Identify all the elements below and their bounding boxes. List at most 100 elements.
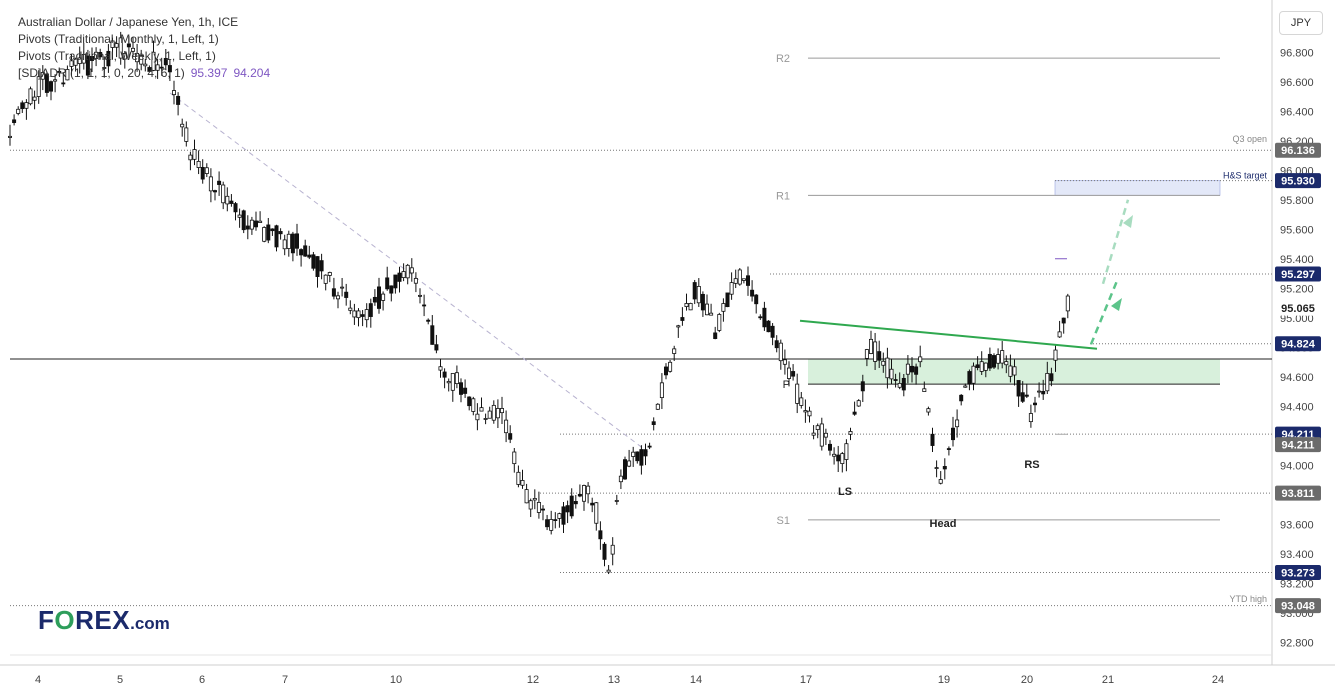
candle-body bbox=[541, 508, 546, 511]
candle-body bbox=[290, 233, 295, 254]
x-tick-label: 19 bbox=[938, 674, 950, 686]
candle-body bbox=[955, 419, 960, 428]
adr-value-1: 95.397 bbox=[190, 66, 228, 80]
candle-body bbox=[618, 475, 623, 483]
candle-body bbox=[512, 451, 517, 465]
pivots-monthly-label: Pivots (Traditional, Monthly, 1, Left, 1… bbox=[18, 32, 219, 46]
candle-body bbox=[253, 220, 258, 228]
candle-body bbox=[926, 408, 931, 413]
y-tick-label: 93.600 bbox=[1280, 519, 1314, 531]
candle-body bbox=[577, 493, 582, 497]
candle-body bbox=[274, 225, 279, 248]
candle-body bbox=[434, 344, 439, 351]
y-tick-label: 95.800 bbox=[1280, 195, 1314, 207]
candle-body bbox=[627, 460, 632, 467]
candle-body bbox=[53, 79, 58, 82]
candle-body bbox=[832, 453, 837, 457]
candle-body bbox=[987, 353, 992, 369]
price-badge bbox=[1275, 598, 1321, 614]
candle-body bbox=[946, 448, 951, 450]
candle-body bbox=[294, 233, 299, 249]
candle-body bbox=[495, 408, 500, 419]
candle-body bbox=[889, 368, 894, 380]
candle-body bbox=[16, 108, 21, 114]
candle-body bbox=[1016, 380, 1021, 397]
candle-body bbox=[828, 443, 833, 451]
candle-body bbox=[848, 431, 853, 435]
y-tick-label: 93.400 bbox=[1280, 549, 1314, 561]
candle-body bbox=[647, 445, 652, 448]
candle-body bbox=[856, 400, 861, 407]
candle-body bbox=[94, 51, 99, 59]
candle-body bbox=[1045, 373, 1050, 392]
candle-body bbox=[28, 88, 33, 105]
candle-body bbox=[61, 82, 66, 85]
candle-body bbox=[192, 149, 197, 160]
candle-body bbox=[844, 443, 849, 460]
candle-body bbox=[951, 427, 956, 441]
y-tick-label: 94.600 bbox=[1280, 372, 1314, 384]
candle-body bbox=[1033, 402, 1038, 406]
y-tick-label: 94.000 bbox=[1280, 460, 1314, 472]
candle-body bbox=[942, 466, 947, 470]
candle-body bbox=[643, 449, 648, 457]
projection-arrowhead-1 bbox=[1111, 298, 1122, 311]
candle-body bbox=[996, 354, 1001, 364]
candle-body bbox=[167, 65, 172, 73]
candle-body bbox=[557, 513, 562, 519]
candle-body bbox=[791, 371, 796, 377]
candle-body bbox=[303, 245, 308, 257]
price-badge-text: 93.048 bbox=[1281, 601, 1315, 613]
candle-body bbox=[323, 274, 328, 284]
currency-button[interactable]: JPY bbox=[1279, 11, 1323, 35]
candle-body bbox=[139, 55, 144, 65]
projection-arrow-2 bbox=[1101, 199, 1130, 285]
candle-body bbox=[176, 95, 181, 105]
candle-body bbox=[516, 471, 521, 485]
candle-body bbox=[180, 123, 185, 128]
y-tick-label: 95.600 bbox=[1280, 224, 1314, 236]
adr-label: [SD]ADR (1, 1, 1, 0, 20, 4, 6, 1) bbox=[18, 66, 185, 80]
candle-body bbox=[823, 432, 828, 438]
forex-logo: FOREX.com bbox=[38, 605, 170, 635]
candle-body bbox=[815, 425, 820, 430]
candle-body bbox=[524, 489, 529, 504]
candle-body bbox=[922, 388, 927, 392]
candle-body bbox=[774, 340, 779, 349]
candle-body bbox=[877, 351, 882, 361]
candle-body bbox=[77, 57, 82, 65]
candle-body bbox=[368, 303, 373, 317]
candle-body bbox=[664, 366, 669, 376]
candle-body bbox=[401, 271, 406, 278]
candle-body bbox=[90, 55, 95, 61]
candle-body bbox=[606, 569, 611, 573]
q3-open-label: Q3 open bbox=[1232, 134, 1267, 144]
candle-body bbox=[639, 449, 644, 466]
candle-body bbox=[971, 365, 976, 384]
candle-body bbox=[901, 377, 906, 391]
candle-body bbox=[171, 90, 176, 96]
candle-body bbox=[905, 363, 910, 375]
candle-body bbox=[696, 286, 701, 304]
x-tick-label: 7 bbox=[282, 674, 288, 686]
candle-body bbox=[499, 408, 504, 414]
candle-body bbox=[426, 319, 431, 322]
candle-body bbox=[65, 69, 70, 81]
candle-body bbox=[40, 72, 45, 80]
candle-body bbox=[130, 47, 135, 52]
ytd-high-label: YTD high bbox=[1229, 594, 1267, 604]
candle-body bbox=[335, 295, 340, 300]
pivot-r1-label: R1 bbox=[776, 190, 790, 202]
candle-body bbox=[143, 63, 148, 67]
candle-body bbox=[914, 366, 919, 375]
price-badge bbox=[1275, 142, 1321, 158]
x-tick-label: 5 bbox=[117, 674, 123, 686]
candle-body bbox=[311, 254, 316, 269]
candle-body bbox=[159, 66, 164, 69]
y-tick-label: 95.200 bbox=[1280, 283, 1314, 295]
candle-body bbox=[737, 269, 742, 285]
candle-body bbox=[532, 498, 537, 501]
price-badge-text: 95.930 bbox=[1281, 176, 1315, 188]
candle-body bbox=[135, 52, 140, 63]
